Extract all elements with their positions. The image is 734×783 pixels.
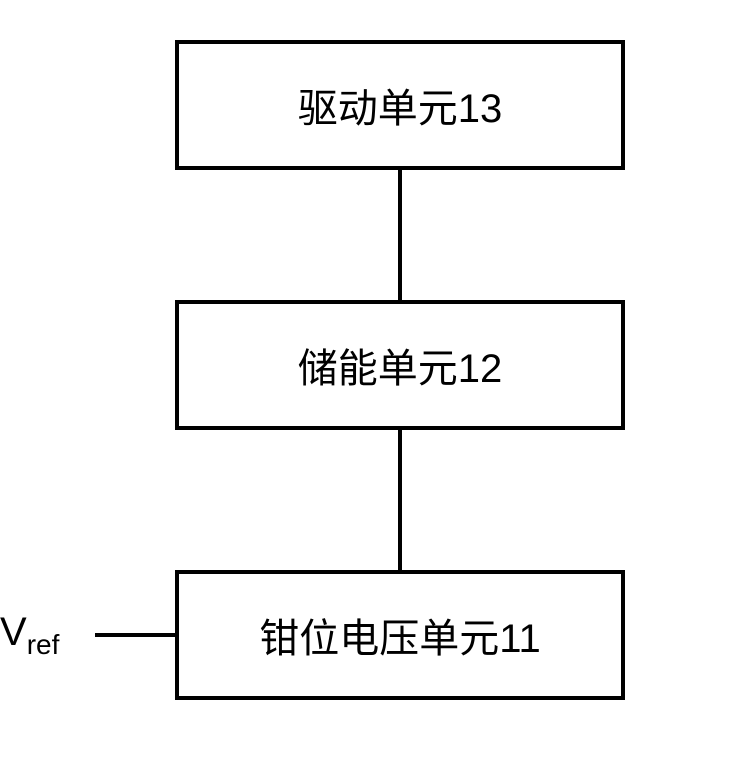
connector-top-middle [398, 170, 402, 300]
input-label-vref: Vref [0, 610, 59, 661]
connector-input-bottom [95, 633, 175, 637]
block-storage-unit: 储能单元12 [175, 300, 625, 430]
connector-middle-bottom [398, 430, 402, 570]
block-drive-unit: 驱动单元13 [175, 40, 625, 170]
input-label-sub: ref [27, 629, 60, 660]
block-label: 驱动单元13 [298, 76, 503, 134]
block-diagram: 驱动单元13 储能单元12 钳位电压单元11 Vref [0, 40, 734, 740]
block-clamp-voltage-unit: 钳位电压单元11 [175, 570, 625, 700]
input-label-main: V [0, 610, 27, 654]
block-label: 钳位电压单元11 [259, 606, 541, 664]
block-label: 储能单元12 [298, 336, 503, 394]
